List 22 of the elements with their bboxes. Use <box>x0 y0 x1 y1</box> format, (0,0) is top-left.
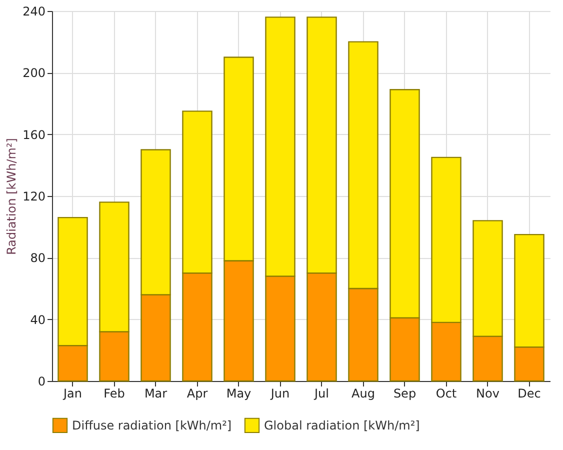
x-tick-label: Feb <box>104 386 125 400</box>
y-axis-title: Radiation [kWh/m²] <box>4 138 19 255</box>
y-tick-label: 160 <box>22 128 46 142</box>
x-tick-label: Apr <box>186 386 208 400</box>
y-tick-label: 0 <box>38 374 46 388</box>
x-tick-label: Sep <box>393 386 416 400</box>
y-tick-label: 200 <box>22 66 46 80</box>
legend-label: Diffuse radiation [kWh/m²] <box>72 418 232 432</box>
y-tick-label: 120 <box>22 190 46 204</box>
legend-label: Global radiation [kWh/m²] <box>264 418 420 432</box>
y-tick-label: 80 <box>30 251 46 266</box>
y-tick-label: 240 <box>22 4 46 18</box>
x-tick-label: Nov <box>476 386 500 400</box>
x-tick-label: May <box>226 386 252 400</box>
y-tick-label: 40 <box>30 312 46 327</box>
x-tick-label: Mar <box>144 386 168 400</box>
x-tick-label: Aug <box>352 386 375 400</box>
x-tick-label: Jun <box>270 386 290 400</box>
x-tick-label: Jul <box>314 386 329 400</box>
x-tick-label: Dec <box>518 386 541 400</box>
x-tick-label: Jan <box>62 386 82 400</box>
x-tick-label: Oct <box>436 386 457 400</box>
